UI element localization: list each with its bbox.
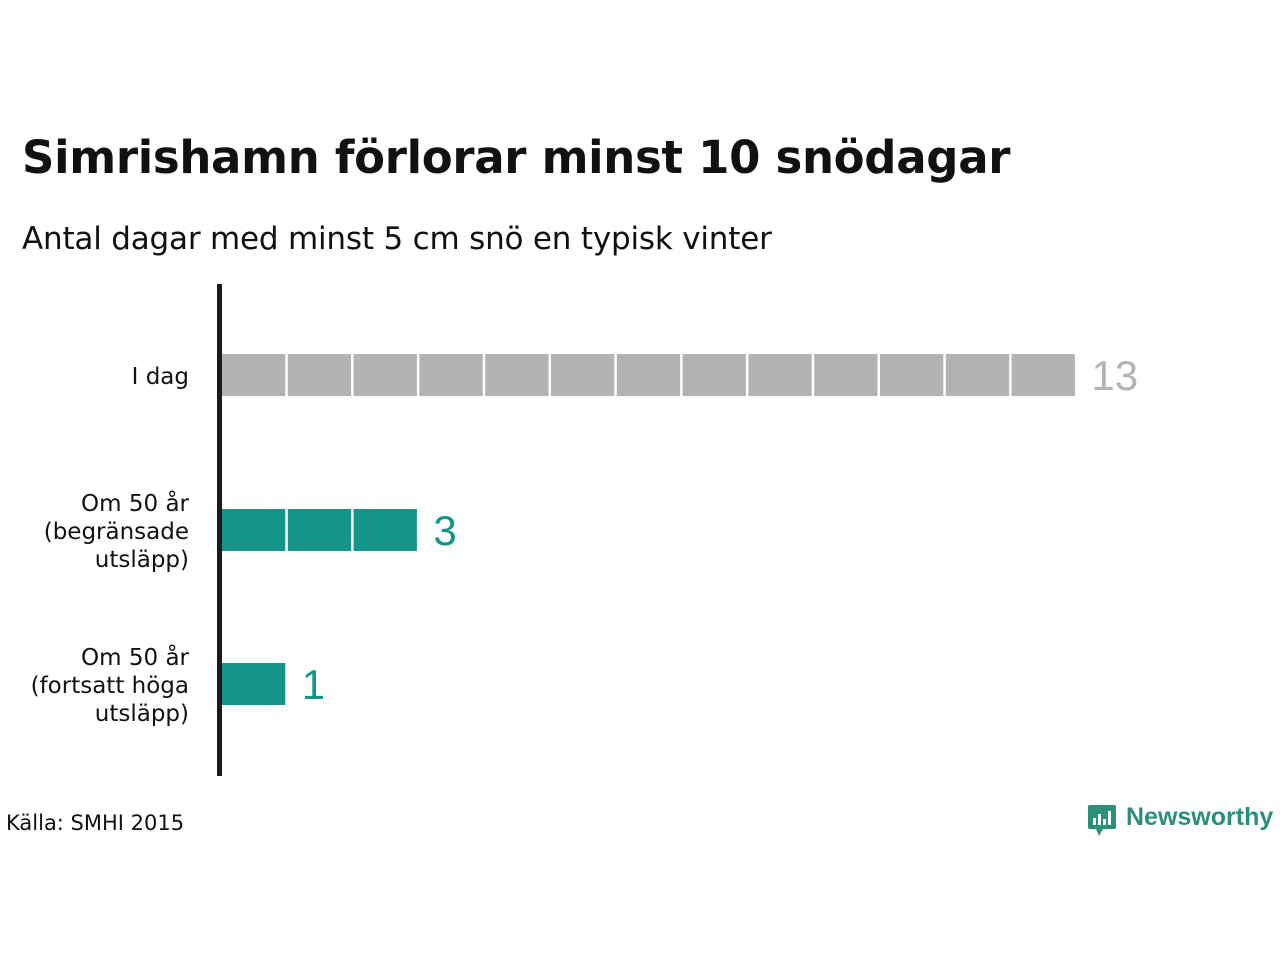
bar-block bbox=[485, 354, 549, 396]
brand-logo: Newsworthy bbox=[1088, 800, 1273, 840]
value-label: 1 bbox=[302, 661, 325, 708]
bar-block bbox=[222, 509, 286, 551]
bar-block bbox=[222, 663, 286, 705]
bar-block bbox=[353, 354, 417, 396]
y-axis-line bbox=[217, 284, 222, 776]
category-label: Om 50 år (fortsatt höga utsläpp) bbox=[31, 643, 190, 727]
brand-name: Newsworthy bbox=[1126, 802, 1274, 831]
source-note: Källa: SMHI 2015 bbox=[6, 811, 185, 835]
category-label-line: (begränsade bbox=[44, 519, 189, 545]
chart-subtitle: Antal dagar med minst 5 cm snö en typisk… bbox=[22, 221, 772, 257]
bars-layer: 13 3 1 bbox=[222, 352, 1138, 708]
category-label-line: (fortsatt höga bbox=[31, 673, 189, 699]
bar-block bbox=[419, 354, 483, 396]
bar-block bbox=[353, 509, 417, 551]
bar-block bbox=[814, 354, 878, 396]
category-label-line: I dag bbox=[132, 364, 189, 390]
category-label-line: utsläpp) bbox=[95, 547, 189, 573]
bar-block bbox=[880, 354, 944, 396]
value-label: 3 bbox=[433, 507, 456, 554]
newsworthy-logo-icon bbox=[1088, 805, 1116, 836]
bar-block bbox=[682, 354, 746, 396]
category-label-line: Om 50 år bbox=[81, 643, 189, 671]
bar-block bbox=[945, 354, 1010, 396]
bar-block bbox=[551, 354, 615, 396]
bar-block bbox=[287, 509, 352, 551]
bar-block bbox=[287, 354, 352, 396]
bar-block bbox=[748, 354, 812, 396]
bar-block bbox=[616, 354, 681, 396]
value-label: 13 bbox=[1091, 352, 1138, 399]
bar-block bbox=[1011, 354, 1075, 396]
category-label: Om 50 år (begränsade utsläpp) bbox=[44, 489, 190, 573]
category-label-line: Om 50 år bbox=[81, 489, 189, 517]
chart-title: Simrishamn förlorar minst 10 snödagar bbox=[22, 131, 1011, 184]
category-label-line: utsläpp) bbox=[95, 701, 189, 727]
bar-block bbox=[222, 354, 286, 396]
category-label: I dag bbox=[132, 364, 189, 390]
